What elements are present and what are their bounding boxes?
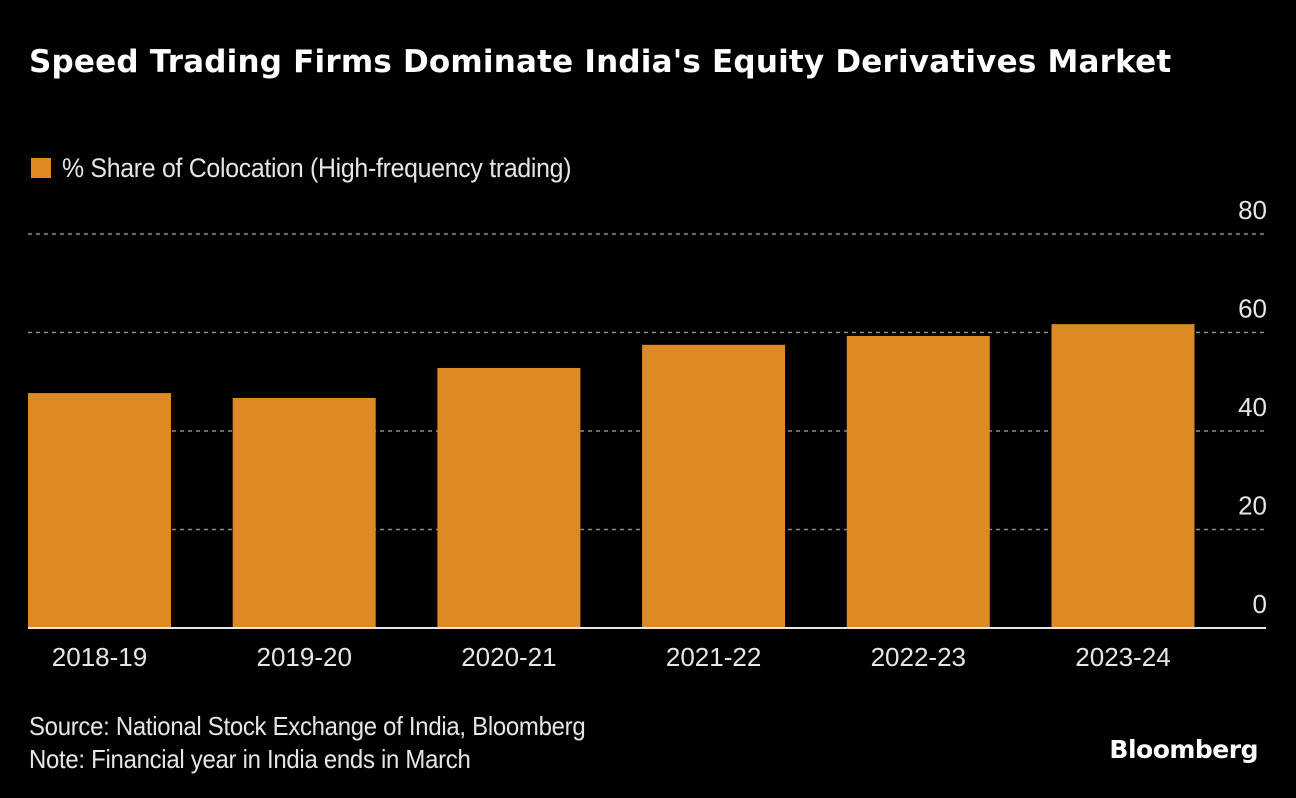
y-tick-label: 20 [1238,491,1267,521]
x-tick-label: 2022-23 [871,642,966,672]
chart-title: Speed Trading Firms Dominate India's Equ… [29,44,1172,80]
x-tick-label: 2021-22 [666,642,761,672]
y-tick-label: 60 [1238,294,1267,324]
x-tick-label: 2020-21 [461,642,556,672]
bar [846,335,990,628]
legend: % Share of Colocation (High-frequency tr… [31,150,616,186]
y-tick-label: 0 [1253,589,1267,619]
x-tick-labels: 2018-19 2019-20 2020-21 2021-22 2022-23 2023-… [52,642,1171,672]
bar [437,367,581,628]
x-tick-label: 2019-20 [256,642,351,672]
x-tick-label: 2023-24 [1075,642,1170,672]
footnote: Note: Financial year in India ends in Ma… [29,744,471,774]
bar [642,344,786,628]
y-tick-label: 80 [1238,195,1267,225]
legend-label: % Share of Colocation (High-frequency tr… [62,152,572,183]
legend-swatch [31,158,51,178]
bar [232,398,376,628]
y-tick-label: 40 [1238,392,1267,422]
bars [28,324,1195,628]
bar [28,393,171,628]
x-tick-label: 2018-19 [52,642,147,672]
source-note: Source: National Stock Exchange of India… [29,711,586,741]
y-tick-labels: 0 20 40 60 80 [1238,195,1267,619]
bar [1051,324,1195,628]
footer: Source: National Stock Exchange of India… [29,710,586,776]
bloomberg-logo: Bloomberg [1109,735,1258,764]
